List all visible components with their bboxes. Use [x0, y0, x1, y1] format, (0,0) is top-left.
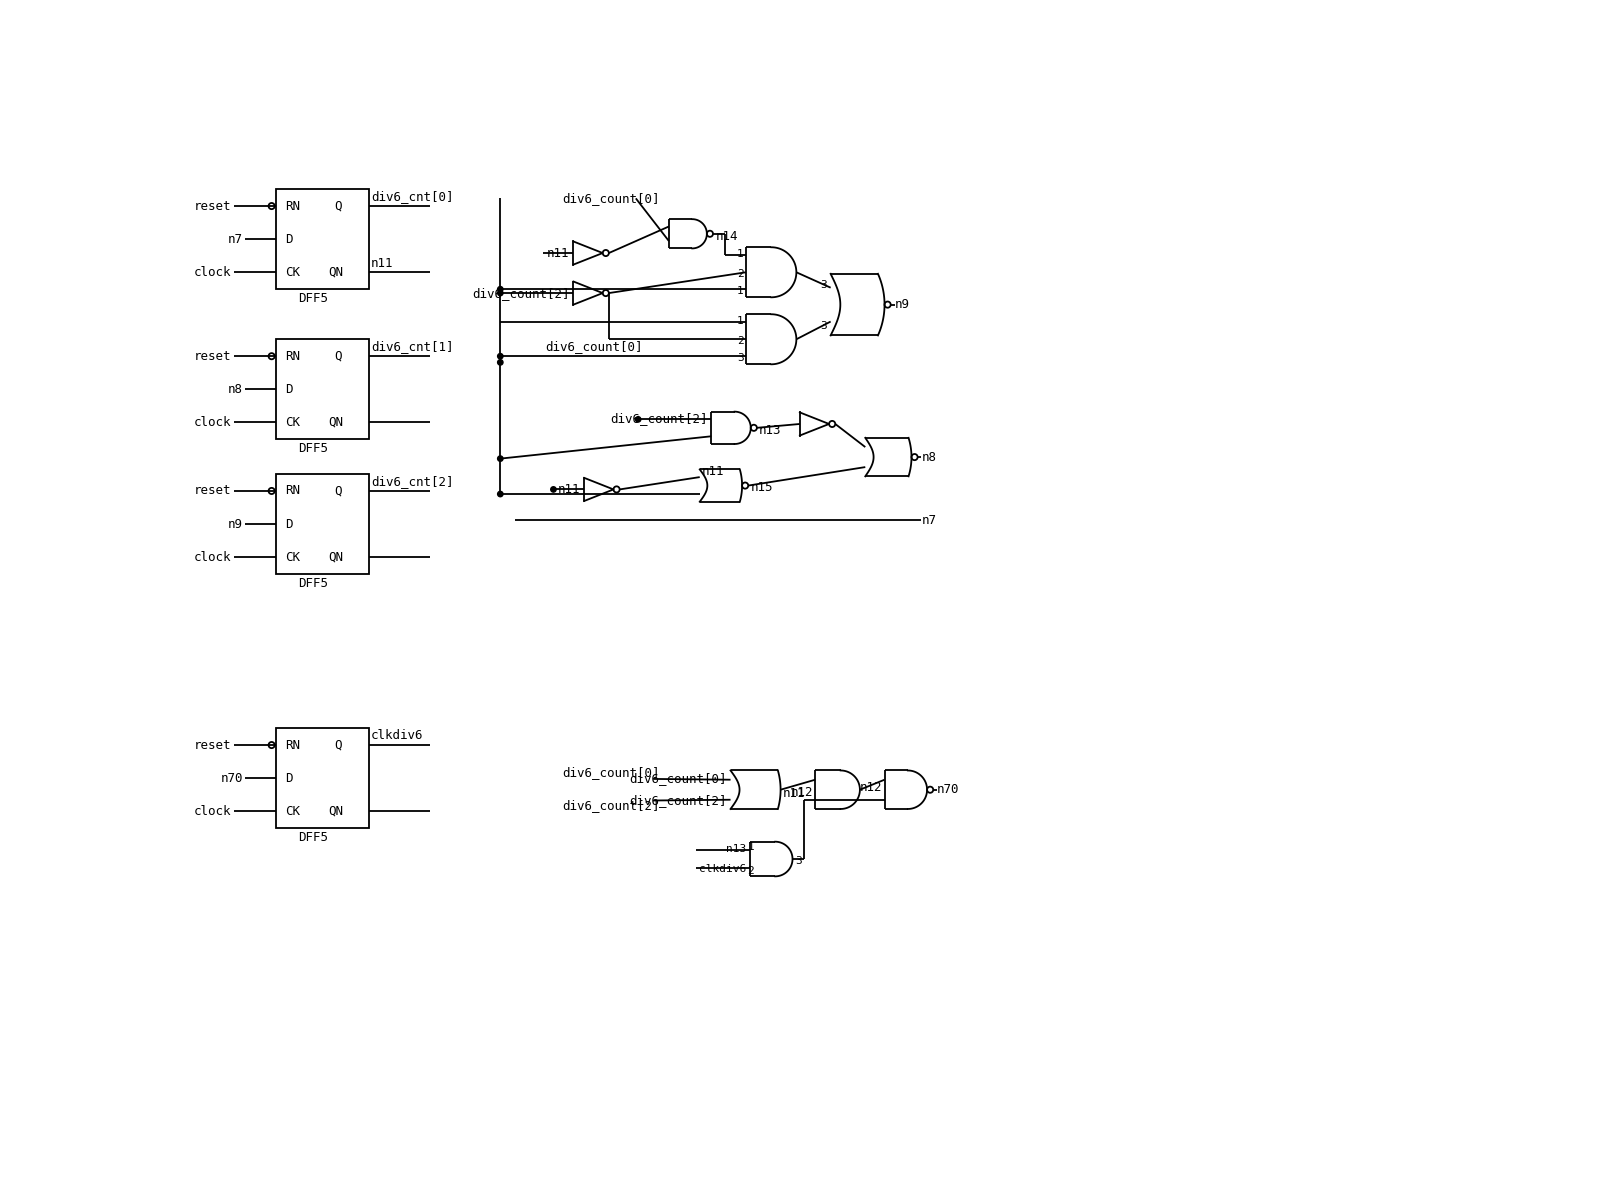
Text: CK: CK — [286, 550, 300, 563]
Text: n12: n12 — [860, 781, 883, 794]
Text: 3: 3 — [820, 322, 826, 331]
Text: clock: clock — [195, 805, 232, 818]
Text: DFF5: DFF5 — [297, 576, 328, 590]
Text: RN: RN — [286, 350, 300, 363]
Text: div6_cnt[2]: div6_cnt[2] — [372, 475, 453, 488]
Text: n11: n11 — [782, 787, 805, 800]
Circle shape — [498, 456, 503, 461]
Text: div6_cnt[0]: div6_cnt[0] — [372, 191, 453, 204]
Text: n70: n70 — [936, 784, 959, 797]
Text: 1: 1 — [737, 316, 743, 326]
Text: div6_count[0]: div6_count[0] — [563, 766, 661, 779]
Text: D: D — [286, 518, 294, 530]
Text: 3: 3 — [795, 856, 802, 866]
Text: RN: RN — [286, 738, 300, 752]
Circle shape — [498, 291, 503, 295]
Text: n9: n9 — [229, 518, 243, 530]
Text: n13: n13 — [760, 424, 782, 437]
Text: div6_count[2]: div6_count[2] — [630, 794, 727, 807]
Circle shape — [498, 287, 503, 292]
Text: DFF5: DFF5 — [297, 831, 328, 844]
Text: 2: 2 — [737, 336, 743, 345]
Text: reset: reset — [195, 350, 232, 363]
Bar — [276, 728, 368, 828]
Text: n9: n9 — [894, 298, 909, 311]
Text: n11: n11 — [547, 247, 570, 260]
Text: DFF5: DFF5 — [297, 442, 328, 455]
Text: 1: 1 — [748, 842, 755, 853]
Text: div6_count[0]: div6_count[0] — [563, 192, 661, 205]
Text: clock: clock — [195, 266, 232, 279]
Text: CK: CK — [286, 416, 300, 429]
Text: 3: 3 — [737, 353, 743, 363]
Text: Q: Q — [334, 200, 341, 212]
Text: D: D — [286, 232, 294, 245]
Text: 2: 2 — [748, 866, 755, 875]
Text: RN: RN — [286, 485, 300, 498]
Text: CK: CK — [286, 266, 300, 279]
Bar — [276, 189, 368, 289]
Circle shape — [498, 360, 503, 366]
Bar — [276, 474, 368, 574]
Text: n8: n8 — [922, 450, 936, 463]
Text: n11: n11 — [558, 482, 581, 495]
Text: div6_count[2]: div6_count[2] — [563, 799, 661, 811]
Text: div6_count[2]: div6_count[2] — [610, 412, 708, 425]
Text: Q: Q — [334, 738, 341, 752]
Text: div6_count[2]: div6_count[2] — [472, 287, 570, 300]
Text: n11: n11 — [372, 256, 393, 269]
Text: 1: 1 — [737, 249, 743, 258]
Text: 1: 1 — [737, 286, 743, 295]
Text: Q: Q — [334, 485, 341, 498]
Text: CK: CK — [286, 805, 300, 818]
Bar — [276, 339, 368, 439]
Text: clock: clock — [195, 416, 232, 429]
Text: QN: QN — [328, 416, 344, 429]
Text: n14: n14 — [716, 230, 738, 243]
Text: n12: n12 — [790, 786, 813, 798]
Text: n7: n7 — [229, 232, 243, 245]
Text: Q: Q — [334, 350, 341, 363]
Text: reset: reset — [195, 200, 232, 212]
Circle shape — [550, 487, 557, 492]
Circle shape — [498, 492, 503, 497]
Text: clkdiv6: clkdiv6 — [698, 863, 747, 874]
Text: D: D — [286, 772, 294, 785]
Text: div6_cnt[1]: div6_cnt[1] — [372, 341, 453, 354]
Text: clkdiv6: clkdiv6 — [372, 729, 424, 742]
Text: n70: n70 — [221, 772, 243, 785]
Text: reset: reset — [195, 738, 232, 752]
Text: div6_count[0]: div6_count[0] — [630, 773, 727, 785]
Text: n7: n7 — [922, 513, 936, 526]
Text: n15: n15 — [750, 481, 773, 494]
Text: clock: clock — [195, 550, 232, 563]
Text: n8: n8 — [229, 382, 243, 395]
Text: n13: n13 — [725, 844, 747, 854]
Text: RN: RN — [286, 200, 300, 212]
Text: DFF5: DFF5 — [297, 292, 328, 305]
Text: QN: QN — [328, 805, 344, 818]
Text: 2: 2 — [737, 269, 743, 279]
Circle shape — [498, 354, 503, 358]
Text: QN: QN — [328, 266, 344, 279]
Text: D: D — [286, 382, 294, 395]
Text: div6_count[0]: div6_count[0] — [545, 341, 643, 354]
Text: reset: reset — [195, 485, 232, 498]
Text: n11: n11 — [703, 466, 724, 479]
Text: QN: QN — [328, 550, 344, 563]
Circle shape — [636, 417, 641, 422]
Text: 3: 3 — [820, 280, 826, 289]
